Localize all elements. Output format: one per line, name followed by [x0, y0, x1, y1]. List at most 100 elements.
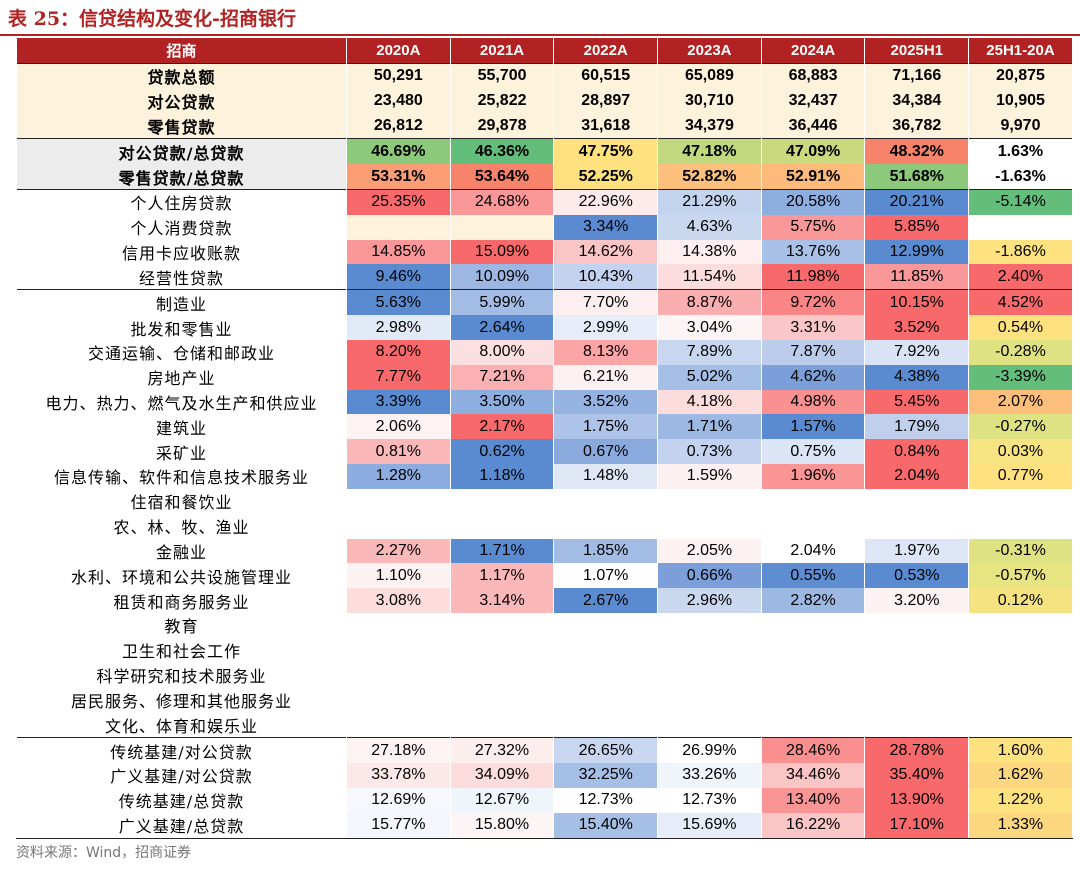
table-cell: 32,437: [760, 88, 866, 114]
table-cell: 12.67%: [449, 787, 555, 813]
table-cell: 1.96%: [760, 464, 866, 489]
table-cell: 3.14%: [449, 588, 555, 614]
row-label: 对公贷款/总贷款: [16, 138, 347, 165]
table-cell: 0.81%: [346, 439, 451, 465]
table-cell: 13.90%: [864, 787, 970, 813]
table-cell: 25,822: [449, 88, 555, 114]
row-label: 卫生和社会工作: [16, 637, 347, 663]
table-cell: 33.26%: [657, 763, 762, 788]
table-cell: 34,384: [864, 88, 970, 114]
table-cell: [760, 637, 866, 663]
table-cell: 20.58%: [760, 188, 866, 215]
column-header: 2025H1: [864, 38, 970, 64]
table-cell: [760, 488, 866, 514]
table-cell: 28.78%: [864, 737, 970, 764]
row-label: 传统基建/对公贷款: [16, 737, 347, 764]
row-label: 农、林、牧、渔业: [16, 513, 347, 539]
table-cell: [760, 662, 866, 688]
table-cell: [553, 712, 659, 738]
table-row: 房地产业 7.77% 7.21% 6.21% 5.02% 4.62% 4.38% -3.39%: [16, 364, 1073, 390]
row-label: 文化、体育和娱乐业: [16, 712, 347, 738]
table-cell: 5.75%: [760, 214, 866, 240]
table-cell: 1.71%: [657, 414, 762, 440]
table-cell: 14.38%: [657, 239, 762, 265]
table-cell: 1.28%: [346, 464, 451, 489]
table-cell: 0.62%: [449, 439, 555, 465]
table-cell: [346, 712, 451, 738]
table-cell: 21.29%: [657, 188, 762, 215]
table-cell: 0.53%: [864, 563, 970, 589]
table-row: 信用卡应收账款 14.85% 15.09% 14.62% 14.38% 13.76% 12.…: [16, 239, 1073, 265]
table-cell: 3.34%: [553, 214, 659, 240]
row-label: 教育: [16, 613, 347, 638]
table-cell: 1.17%: [449, 563, 555, 589]
table-cell: [553, 513, 659, 539]
column-header: 2023A: [657, 38, 762, 64]
table-row: 电力、热力、燃气及水生产和供应业 3.39% 3.50% 3.52% 4.18% 4.98…: [16, 389, 1073, 415]
table-row: 教育: [16, 613, 1073, 638]
table-cell: 5.85%: [864, 214, 970, 240]
table-row: 批发和零售业 2.98% 2.64% 2.99% 3.04% 3.31% 3.52% 0.54…: [16, 315, 1073, 340]
table-cell: 17.10%: [864, 812, 970, 839]
table-cell: 4.62%: [760, 364, 866, 390]
table-cell: 47.18%: [657, 138, 762, 165]
column-header: 2024A: [760, 38, 866, 64]
table-cell: 15.80%: [449, 812, 555, 839]
table-cell: [346, 513, 451, 539]
table-cell: 26,812: [346, 113, 451, 139]
table-cell: 10,905: [968, 88, 1073, 114]
table-cell: 12.73%: [553, 787, 659, 813]
table-cell: [346, 613, 451, 638]
table-cell: 26.65%: [553, 737, 659, 764]
table-cell: 15.77%: [346, 812, 451, 839]
table-row: 个人住房贷款 25.35% 24.68% 22.96% 21.29% 20.58% 20.2…: [16, 188, 1073, 215]
table-cell: 0.75%: [760, 439, 866, 465]
table-cell: [968, 214, 1073, 240]
table-cell: [968, 637, 1073, 663]
table-cell: 1.59%: [657, 464, 762, 489]
row-label: 零售贷款: [16, 113, 347, 139]
table-cell: 31,618: [553, 113, 659, 139]
table-cell: 4.63%: [657, 214, 762, 240]
table-cell: [553, 687, 659, 713]
table-cell: 1.63%: [968, 138, 1073, 165]
table-row: 科学研究和技术服务业: [16, 662, 1073, 688]
table-cell: 3.20%: [864, 588, 970, 614]
table-cell: [864, 687, 970, 713]
table-cell: 10.09%: [449, 264, 555, 290]
table-cell: -1.63%: [968, 164, 1073, 190]
table-cell: 12.69%: [346, 787, 451, 813]
table-cell: 10.43%: [553, 264, 659, 290]
table-cell: 12.99%: [864, 239, 970, 265]
table-cell: 9.72%: [760, 289, 866, 316]
table-cell: 8.00%: [449, 339, 555, 365]
table-cell: 2.04%: [864, 464, 970, 489]
table-cell: 1.48%: [553, 464, 659, 489]
table-cell: 9.46%: [346, 264, 451, 290]
table-cell: 2.82%: [760, 588, 866, 614]
table-cell: 46.69%: [346, 138, 451, 165]
table-cell: [657, 513, 762, 539]
table-cell: 13.40%: [760, 787, 866, 813]
table-cell: 33.78%: [346, 763, 451, 788]
table-cell: 5.99%: [449, 289, 555, 316]
table-cell: [449, 513, 555, 539]
table-cell: 12.73%: [657, 787, 762, 813]
table-cell: [968, 687, 1073, 713]
table-cell: 10.15%: [864, 289, 970, 316]
row-label: 电力、热力、燃气及水生产和供应业: [16, 389, 347, 415]
table-cell: 65,089: [657, 62, 762, 89]
table-cell: [657, 613, 762, 638]
table-cell: 8.20%: [346, 339, 451, 365]
table-cell: 20.21%: [864, 188, 970, 215]
table-cell: 1.22%: [968, 787, 1073, 813]
table-cell: 3.52%: [553, 389, 659, 415]
table-row: 卫生和社会工作: [16, 637, 1073, 663]
table-cell: 4.18%: [657, 389, 762, 415]
table-cell: 7.92%: [864, 339, 970, 365]
table-cell: 2.04%: [760, 538, 866, 564]
table-cell: 1.79%: [864, 414, 970, 440]
table-row: 经营性贷款 9.46% 10.09% 10.43% 11.54% 11.98% 11.85%…: [16, 264, 1073, 290]
table-cell: 4.98%: [760, 389, 866, 415]
table-cell: 11.85%: [864, 264, 970, 290]
